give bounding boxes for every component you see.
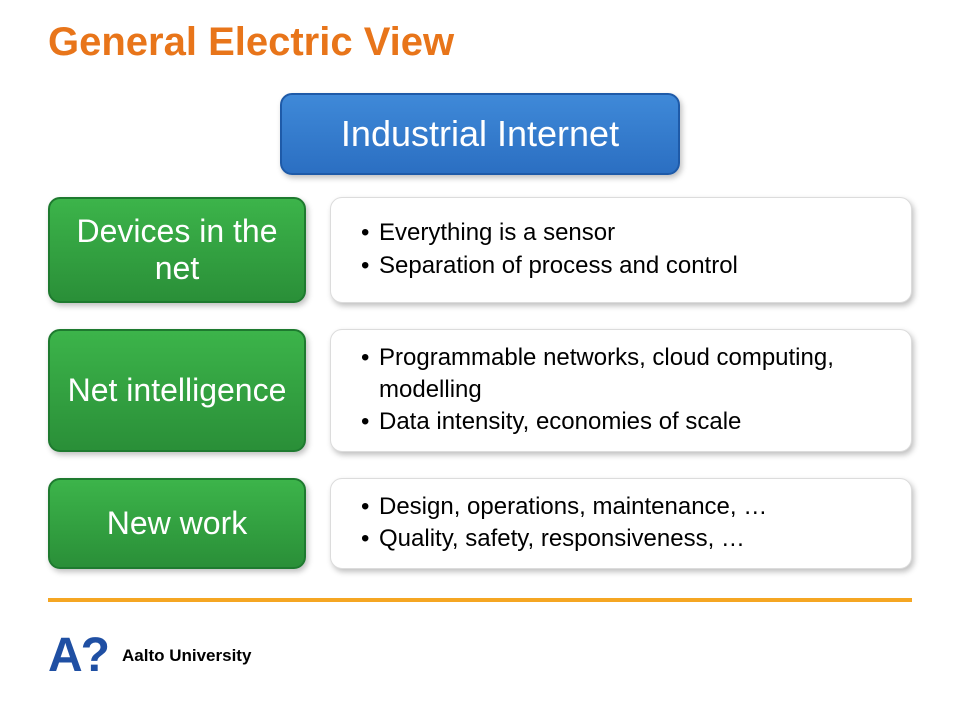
logo-mark-text: A? xyxy=(48,629,108,682)
category-box: Devices in the net xyxy=(48,197,306,303)
header-box: Industrial Internet xyxy=(280,93,680,175)
detail-box: Design, operations, maintenance, …Qualit… xyxy=(330,478,912,569)
category-box: Net intelligence xyxy=(48,329,306,452)
rows-container: Devices in the net Everything is a sensor… xyxy=(48,197,912,569)
detail-box: Everything is a sensorSeparation of proc… xyxy=(330,197,912,303)
detail-box: Programmable networks, cloud computing, … xyxy=(330,329,912,452)
list-item: Separation of process and control xyxy=(361,250,889,282)
content-row: Devices in the net Everything is a sensor… xyxy=(48,197,912,303)
content-row: Net intelligence Programmable networks, c… xyxy=(48,329,912,452)
list-item: Quality, safety, responsiveness, … xyxy=(361,523,889,555)
detail-list: Everything is a sensorSeparation of proc… xyxy=(361,217,889,282)
page-title: General Electric View xyxy=(48,20,912,65)
header-row: Industrial Internet xyxy=(48,93,912,175)
detail-list: Design, operations, maintenance, …Qualit… xyxy=(361,491,889,556)
footer-rule xyxy=(48,598,912,602)
logo-name: Aalto University xyxy=(122,646,251,666)
logo: A? Aalto University xyxy=(48,632,251,680)
logo-mark-icon: A? xyxy=(48,632,108,680)
category-box: New work xyxy=(48,478,306,569)
detail-list: Programmable networks, cloud computing, … xyxy=(361,342,889,439)
slide: General Electric View Industrial Interne… xyxy=(0,0,960,714)
list-item: Everything is a sensor xyxy=(361,217,889,249)
content-row: New work Design, operations, maintenance,… xyxy=(48,478,912,569)
list-item: Data intensity, economies of scale xyxy=(361,406,889,438)
list-item: Programmable networks, cloud computing, … xyxy=(361,342,889,407)
list-item: Design, operations, maintenance, … xyxy=(361,491,889,523)
